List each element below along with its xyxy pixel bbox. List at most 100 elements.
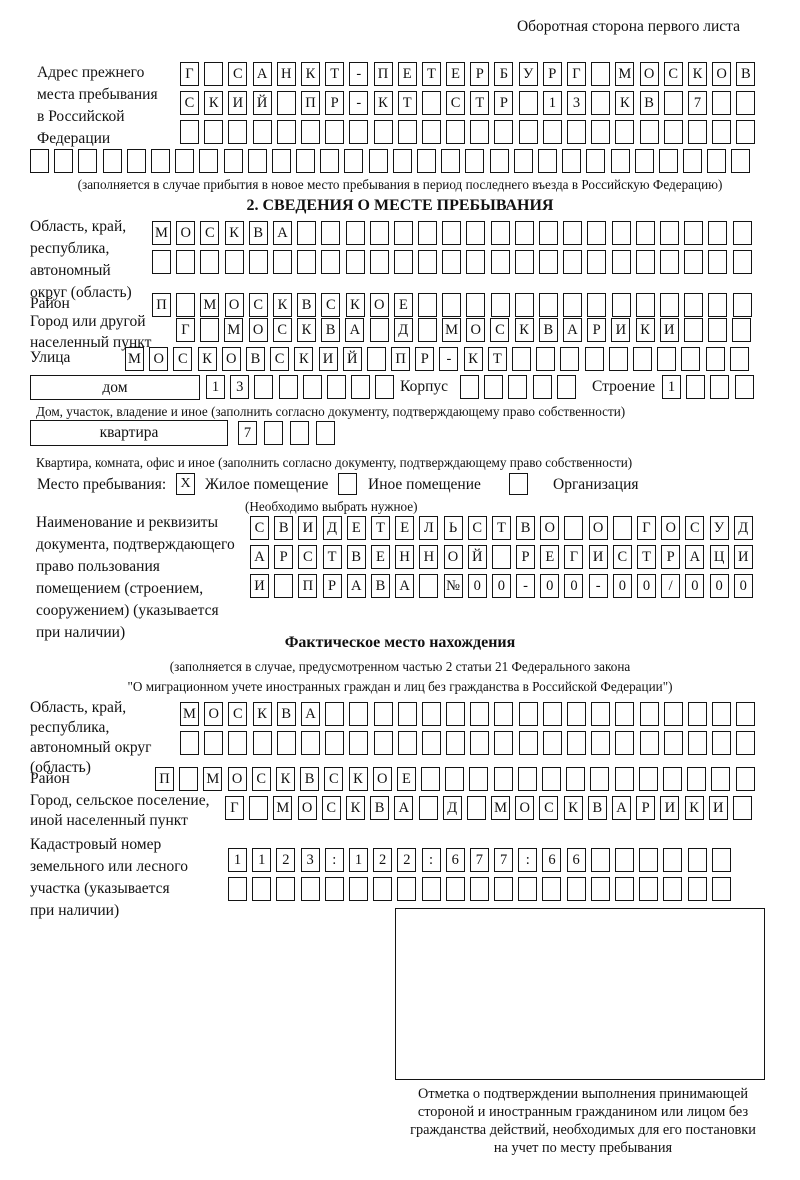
char-cell[interactable] [708, 293, 728, 317]
char-cell[interactable] [731, 149, 751, 173]
char-cell[interactable] [514, 293, 534, 317]
char-cell[interactable] [564, 516, 584, 540]
char-cell[interactable]: К [204, 91, 224, 115]
char-cell[interactable] [518, 91, 538, 115]
checkbox-inoe[interactable] [338, 473, 357, 495]
char-cell[interactable]: М [152, 221, 171, 245]
char-cell[interactable]: В [321, 318, 341, 342]
char-cell[interactable]: - [439, 347, 459, 371]
char-cell[interactable]: Н [276, 62, 296, 86]
char-cell[interactable] [300, 731, 320, 755]
char-cell[interactable]: С [685, 516, 705, 540]
char-cell[interactable] [200, 318, 220, 342]
char-cell[interactable] [710, 375, 730, 399]
char-cell[interactable] [445, 877, 465, 901]
char-cell[interactable] [732, 293, 752, 317]
char-cell[interactable] [204, 120, 224, 144]
char-cell[interactable]: 2 [373, 848, 393, 872]
char-cell[interactable] [491, 545, 511, 569]
char-cell[interactable] [566, 877, 586, 901]
char-cell[interactable] [302, 375, 322, 399]
char-cell[interactable]: С [180, 91, 199, 115]
char-cell[interactable]: В [370, 796, 390, 820]
char-cell[interactable] [729, 347, 749, 371]
char-cell[interactable] [466, 221, 486, 245]
char-cell[interactable]: А [685, 545, 705, 569]
char-cell[interactable]: 7 [494, 848, 514, 872]
char-cell[interactable] [687, 702, 707, 726]
char-cell[interactable] [632, 347, 652, 371]
char-cell[interactable]: 0 [709, 574, 729, 598]
char-cell[interactable] [421, 91, 441, 115]
char-cell[interactable]: П [155, 767, 174, 791]
char-cell[interactable]: Р [542, 62, 562, 86]
char-cell[interactable]: - [516, 574, 536, 598]
char-cell[interactable] [325, 120, 345, 144]
char-cell[interactable] [271, 149, 291, 173]
char-cell[interactable]: Ь [443, 516, 463, 540]
char-cell[interactable]: О [149, 347, 169, 371]
char-cell[interactable] [490, 293, 510, 317]
char-cell[interactable]: Д [442, 796, 462, 820]
char-cell[interactable]: О [227, 767, 247, 791]
char-cell[interactable]: С [321, 796, 341, 820]
char-cell[interactable]: А [394, 796, 414, 820]
char-cell[interactable] [490, 250, 510, 274]
char-cell[interactable]: Т [397, 91, 417, 115]
char-cell[interactable] [252, 731, 272, 755]
char-cell[interactable]: С [298, 545, 318, 569]
char-cell[interactable]: О [204, 702, 224, 726]
char-cell[interactable] [490, 221, 510, 245]
char-cell[interactable]: О [443, 545, 463, 569]
char-cell[interactable] [663, 120, 683, 144]
char-cell[interactable] [465, 149, 485, 173]
char-cell[interactable] [736, 702, 756, 726]
char-cell[interactable] [591, 91, 611, 115]
char-cell[interactable] [732, 221, 752, 245]
char-cell[interactable]: Г [225, 796, 244, 820]
char-cell[interactable] [635, 293, 655, 317]
char-cell[interactable] [590, 767, 610, 791]
char-cell[interactable]: П [298, 574, 318, 598]
char-cell[interactable] [254, 375, 274, 399]
char-cell[interactable]: К [224, 221, 244, 245]
char-cell[interactable] [611, 221, 631, 245]
char-cell[interactable] [663, 91, 683, 115]
char-cell[interactable] [539, 221, 558, 245]
char-cell[interactable] [344, 149, 364, 173]
char-cell[interactable] [683, 318, 703, 342]
char-cell[interactable] [736, 120, 756, 144]
char-cell[interactable]: С [228, 702, 248, 726]
char-cell[interactable] [532, 375, 552, 399]
char-cell[interactable] [375, 375, 395, 399]
char-cell[interactable]: 6 [445, 848, 465, 872]
char-cell[interactable]: С [250, 516, 269, 540]
char-cell[interactable]: Т [487, 347, 507, 371]
char-cell[interactable] [611, 293, 631, 317]
char-cell[interactable] [518, 702, 538, 726]
char-cell[interactable]: С [612, 545, 632, 569]
char-cell[interactable]: Д [322, 516, 342, 540]
char-cell[interactable] [249, 796, 269, 820]
char-cell[interactable] [614, 767, 634, 791]
char-cell[interactable]: М [491, 796, 511, 820]
char-cell[interactable] [707, 149, 727, 173]
char-cell[interactable]: 1 [542, 91, 562, 115]
char-cell[interactable]: М [200, 293, 220, 317]
char-cell[interactable] [418, 293, 438, 317]
char-cell[interactable] [345, 250, 365, 274]
char-cell[interactable]: О [369, 293, 389, 317]
char-cell[interactable]: 1 [252, 848, 272, 872]
char-cell[interactable]: А [252, 62, 272, 86]
char-cell[interactable] [687, 877, 707, 901]
char-cell[interactable] [686, 375, 706, 399]
char-cell[interactable] [418, 221, 438, 245]
char-cell[interactable] [494, 702, 514, 726]
char-cell[interactable]: О [248, 318, 268, 342]
char-cell[interactable]: Г [564, 545, 584, 569]
char-cell[interactable]: Р [636, 796, 656, 820]
char-cell[interactable] [278, 375, 298, 399]
char-cell[interactable] [324, 877, 344, 901]
char-cell[interactable] [78, 149, 98, 173]
char-cell[interactable] [635, 250, 655, 274]
